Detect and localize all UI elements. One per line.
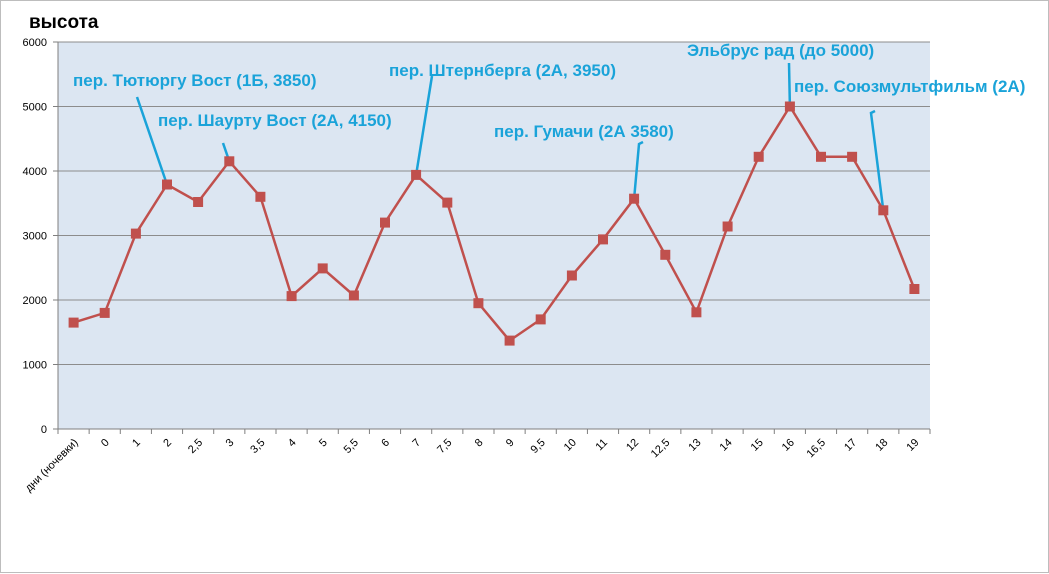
x-tick-label: 3,5 — [248, 437, 267, 456]
annotation-label: пер. Гумачи (2А 3580) — [494, 122, 674, 141]
data-point — [598, 234, 608, 245]
y-tick-label: 2000 — [23, 295, 47, 307]
y-tick-label: 5000 — [23, 102, 47, 114]
x-tick-label: дни (ночевки) — [23, 437, 81, 495]
data-point — [442, 197, 453, 208]
chart-title: высота — [29, 12, 99, 33]
x-tick-label: 14 — [718, 437, 735, 454]
data-point — [286, 291, 297, 302]
data-point — [130, 228, 141, 239]
annotation-label: пер. Тютюргу Вост (1Б, 3850) — [73, 71, 317, 90]
annotation-leader — [632, 140, 644, 199]
x-tick-label: 18 — [873, 437, 890, 454]
x-tick-label: 0 — [99, 437, 112, 450]
x-tick-label: 16,5 — [804, 437, 828, 461]
x-tick-label: 15 — [749, 437, 766, 454]
x-tick-label: 2 — [161, 437, 174, 450]
x-tick-label: 19 — [904, 437, 921, 454]
y-axis-ticks: 0 1000 2000 3000 4000 5000 6000 — [23, 37, 58, 436]
x-tick-label: 6 — [379, 437, 392, 450]
x-tick-label: 9,5 — [529, 437, 548, 456]
x-tick-label: 3 — [224, 437, 237, 450]
data-point — [68, 317, 79, 328]
x-tick-label: 2,5 — [186, 437, 205, 456]
gridlines — [58, 41, 930, 365]
annotation-leader — [135, 96, 169, 185]
x-axis-ticks: дни (ночевки) 0 1 2 2,5 3 3,5 4 5 5,5 6 7 7,5 8 9 9,5 10… — [23, 429, 931, 495]
data-point — [317, 263, 328, 274]
data-point — [162, 179, 172, 190]
data-point — [566, 270, 577, 281]
data-point — [255, 191, 266, 202]
data-point — [411, 169, 422, 180]
x-tick-label: 7,5 — [435, 437, 454, 456]
data-point — [99, 307, 110, 318]
x-tick-label: 4 — [286, 437, 299, 450]
data-point — [784, 101, 795, 112]
x-tick-label: 13 — [686, 437, 703, 454]
y-tick-label: 6000 — [23, 37, 47, 49]
data-point — [473, 298, 484, 309]
annotation-leaders — [135, 62, 885, 211]
data-point — [380, 217, 390, 228]
series-markers — [68, 101, 920, 346]
data-point — [193, 197, 204, 207]
data-point — [847, 151, 858, 162]
x-tick-label: 7 — [410, 437, 423, 450]
x-tick-label: 1 — [130, 437, 143, 450]
x-tick-label: 12 — [624, 437, 641, 454]
x-tick-label: 5,5 — [342, 437, 361, 456]
annotation-label: пер. Штернберга (2А, 3950) — [389, 61, 616, 80]
x-tick-label: 17 — [842, 437, 859, 454]
annotation-label: пер. Шаурту Вост (2А, 4150) — [158, 111, 392, 130]
annotation-leader — [787, 62, 792, 107]
data-point — [504, 335, 515, 346]
data-point — [722, 221, 733, 232]
annotation-label: Эльбрус рад (до 5000) — [687, 41, 874, 60]
data-point — [878, 205, 889, 216]
x-tick-label: 5 — [317, 437, 330, 450]
data-point — [691, 307, 702, 318]
y-tick-label: 4000 — [23, 166, 47, 178]
x-tick-label: 12,5 — [649, 437, 673, 461]
x-tick-label: 11 — [594, 437, 611, 454]
y-tick-label: 0 — [41, 424, 47, 436]
annotation-leader — [414, 75, 434, 176]
data-point — [909, 284, 920, 294]
x-tick-label: 8 — [473, 437, 486, 450]
y-tick-label: 1000 — [23, 360, 47, 372]
annotation-label: пер. Союзмультфильм (2А) — [794, 77, 1025, 96]
annotations: пер. Тютюргу Вост (1Б, 3850) пер. Шаурту … — [73, 41, 1025, 141]
data-point — [348, 290, 359, 301]
x-tick-label: 10 — [562, 437, 579, 454]
y-tick-label: 3000 — [23, 231, 47, 243]
data-point — [224, 156, 235, 167]
series-line — [73, 104, 916, 343]
x-tick-label: 16 — [780, 437, 797, 454]
data-point — [535, 314, 546, 325]
data-point — [629, 193, 640, 204]
data-point — [660, 249, 671, 260]
data-point — [753, 151, 764, 162]
data-point — [816, 151, 826, 162]
x-tick-label: 9 — [504, 437, 517, 450]
annotation-leader — [869, 109, 885, 211]
